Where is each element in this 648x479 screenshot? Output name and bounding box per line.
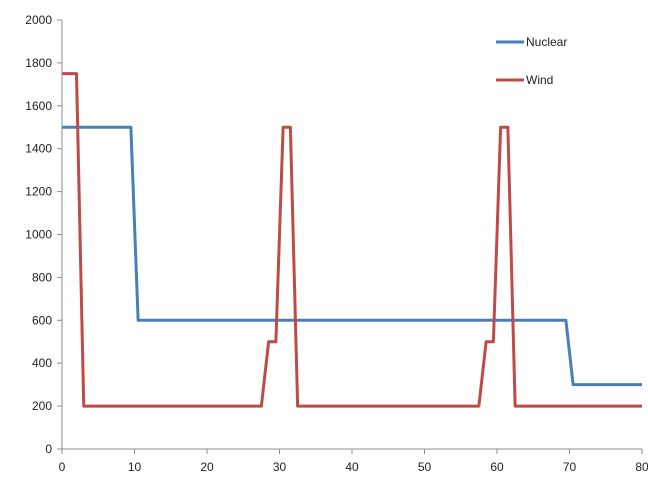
y-tick-label: 400 xyxy=(32,356,52,370)
series-line-nuclear xyxy=(62,125,642,387)
x-tick-label: 40 xyxy=(345,460,359,474)
x-tick-label: 20 xyxy=(200,460,214,474)
legend-label-nuclear: Nuclear xyxy=(526,35,567,49)
y-tick-label: 0 xyxy=(45,442,52,456)
x-tick-label: 80 xyxy=(635,460,648,474)
y-tick-label: 1800 xyxy=(25,56,52,70)
x-tick-label: 60 xyxy=(490,460,504,474)
x-tick-label: 10 xyxy=(128,460,142,474)
y-tick-label: 1200 xyxy=(25,185,52,199)
x-tick-label: 50 xyxy=(418,460,432,474)
axes: 0 200 400 600 800 1000 1200 1400 1600 1800 2000 0 10… xyxy=(25,13,648,474)
y-tick-label: 1000 xyxy=(25,228,52,242)
x-tick-label: 30 xyxy=(273,460,287,474)
y-tick-label: 200 xyxy=(32,399,52,413)
legend-label-wind: Wind xyxy=(526,73,553,87)
y-tick-label: 1600 xyxy=(25,99,52,113)
series-layer xyxy=(62,72,642,408)
y-tick-label: 2000 xyxy=(25,13,52,27)
y-tick-label: 600 xyxy=(32,313,52,327)
legend: Nuclear Wind xyxy=(496,35,567,87)
x-tick-label: 70 xyxy=(563,460,577,474)
y-tick-label: 800 xyxy=(32,270,52,284)
y-tick-label: 1400 xyxy=(25,142,52,156)
x-tick-label: 0 xyxy=(59,460,66,474)
series-line-wind xyxy=(62,72,642,408)
